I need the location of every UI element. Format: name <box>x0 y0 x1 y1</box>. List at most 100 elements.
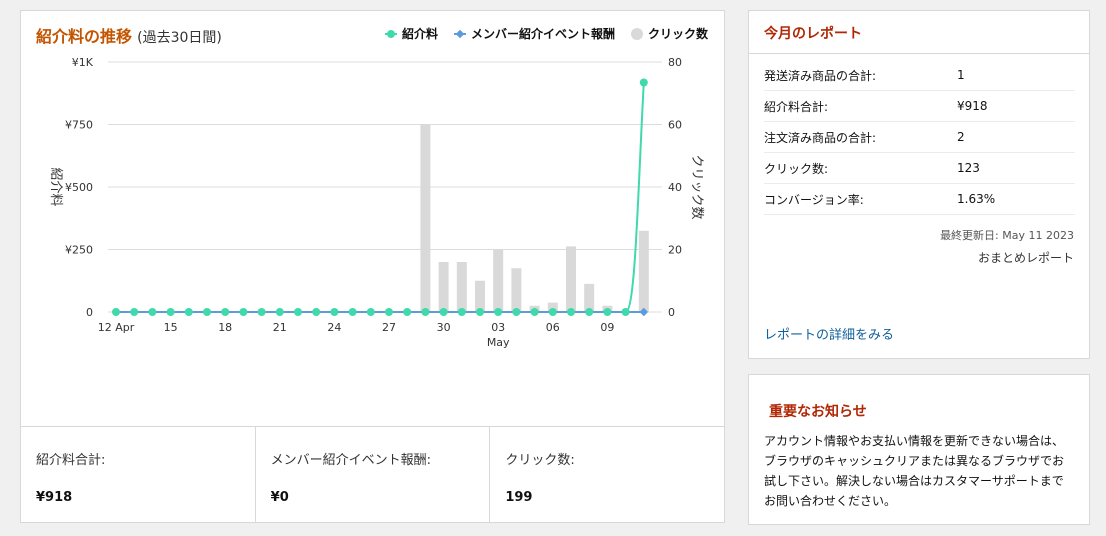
report-row-value: 2 <box>957 130 965 144</box>
y-left-tick-label: ¥750 <box>65 119 93 132</box>
member-event-point <box>639 307 649 317</box>
stat-fee-total: 紹介料合計: ¥918 <box>21 427 256 522</box>
fee-point <box>476 308 484 316</box>
report-row-value: 1 <box>957 68 965 82</box>
y-right-tick-label: 40 <box>668 181 682 194</box>
x-tick-label: 27 <box>382 321 396 334</box>
fee-point <box>439 308 448 316</box>
summary-report-link[interactable]: おまとめレポート <box>977 251 1074 265</box>
report-row: 紹介料合計: ¥918 <box>764 91 1075 122</box>
fee-point <box>312 308 321 316</box>
stat-label: 紹介料合計: <box>36 453 106 468</box>
fee-point <box>457 308 466 316</box>
report-row-label: 紹介料合計: <box>764 99 829 114</box>
stat-label: クリック数: <box>505 453 575 468</box>
y-left-tick-label: ¥1K <box>72 56 94 69</box>
fee-point <box>130 308 139 316</box>
legend-item-clicks[interactable]: クリック数 <box>630 25 708 42</box>
fee-point <box>494 308 503 316</box>
x-tick-label: 12 Apr <box>98 321 135 334</box>
x-tick-label: 21 <box>273 321 287 334</box>
fee-point <box>385 308 393 316</box>
legend-item-fee[interactable]: 紹介料 <box>384 25 438 42</box>
y-right-tick-label: 80 <box>668 56 682 69</box>
fee-point <box>275 308 284 316</box>
chart-plot: ¥1K 80 ¥750 60 ¥500 40 ¥250 20 0 0 紹介料 クリック数 12 Apr 1… <box>48 56 704 349</box>
x-tick-label: 06 <box>546 321 560 334</box>
click-bar <box>475 280 485 312</box>
notice-title: 重要なお知らせ <box>769 404 867 420</box>
report-row-label: クリック数: <box>764 161 829 176</box>
report-row: 発送済み商品の合計: 1 <box>764 60 1075 91</box>
report-row: コンバージョン率: 1.63% <box>764 184 1075 215</box>
fee-point <box>567 308 575 316</box>
referral-fee-chart-card: 紹介料の推移 (過去30日間) 紹介料 メンバー紹介イベント報酬 クリック数 ¥… <box>20 10 725 523</box>
last-updated: 最終更新日: May 11 2023 <box>940 229 1074 242</box>
line-dot-icon <box>384 29 397 39</box>
x-tick-label: 03 <box>491 321 505 334</box>
fee-point <box>403 308 412 316</box>
report-row: 注文済み商品の合計: 2 <box>764 122 1075 153</box>
click-bar <box>584 283 595 312</box>
click-bar <box>566 246 576 312</box>
x-tick-label: 30 <box>437 321 451 334</box>
legend-label: 紹介料 <box>401 27 438 41</box>
report-rows: 発送済み商品の合計: 1 紹介料合計: ¥918 注文済み商品の合計: 2 クリ… <box>749 54 1089 215</box>
stat-label: メンバー紹介イベント報酬: <box>270 453 432 468</box>
x-tick-label: 18 <box>218 321 232 334</box>
y-left-tick-label: ¥250 <box>65 244 93 257</box>
legend-label: メンバー紹介イベント報酬 <box>470 27 615 41</box>
report-row-label: コンバージョン率: <box>764 192 864 207</box>
stat-value: ¥0 <box>270 490 289 505</box>
report-details-link[interactable]: レポートの詳細をみる <box>764 328 895 343</box>
chart-title: 紹介料の推移 (過去30日間) <box>36 23 222 47</box>
fee-point <box>112 308 120 316</box>
y-left-tick-label: 0 <box>86 306 93 319</box>
fee-point <box>257 308 266 316</box>
fee-point <box>366 308 375 316</box>
report-row-label: 発送済み商品の合計: <box>764 68 877 83</box>
line-diamond-icon <box>453 29 466 39</box>
report-row-value: 123 <box>957 161 980 175</box>
stat-member-event: メンバー紹介イベント報酬: ¥0 <box>256 427 491 522</box>
x-tick-label: 24 <box>327 321 341 334</box>
fee-point <box>148 308 157 316</box>
click-bar <box>420 124 431 312</box>
report-row-value: 1.63% <box>957 192 996 206</box>
x-month-label: May <box>487 336 510 349</box>
stat-value: 199 <box>505 490 533 505</box>
legend-label: クリック数 <box>647 27 708 41</box>
stat-clicks: クリック数: 199 <box>490 427 724 522</box>
click-bar <box>547 302 558 312</box>
x-tick-label: 15 <box>164 321 178 334</box>
chart-legend: 紹介料 メンバー紹介イベント報酬 クリック数 <box>384 25 708 42</box>
fee-point <box>639 78 648 87</box>
chart-title-main: 紹介料の推移 <box>36 27 133 46</box>
x-tick-label: 09 <box>600 321 614 334</box>
stat-value: ¥918 <box>36 490 73 505</box>
fee-point <box>621 308 630 316</box>
fee-point <box>203 308 211 316</box>
important-notice-card: 重要なお知らせ アカウント情報やお支払い情報を更新できない場合は、ブラウザのキャ… <box>748 374 1090 525</box>
fee-point <box>421 308 430 316</box>
fee-point <box>585 308 594 316</box>
fee-point <box>221 308 230 316</box>
click-bar <box>438 262 449 312</box>
chart-stats-row: 紹介料合計: ¥918 メンバー紹介イベント報酬: ¥0 クリック数: 199 <box>21 426 724 522</box>
report-row-value: ¥918 <box>957 99 988 113</box>
click-bar <box>456 262 467 312</box>
y-right-tick-label: 60 <box>668 119 682 132</box>
fee-point <box>330 308 339 316</box>
fee-point <box>548 308 557 316</box>
click-bar <box>638 230 649 312</box>
fee-point <box>530 308 539 316</box>
y-right-axis-title: クリック数 <box>689 154 704 219</box>
fee-line <box>116 82 645 313</box>
click-bar <box>493 249 504 312</box>
report-row-label: 注文済み商品の合計: <box>764 130 877 145</box>
chart-title-subtitle: (過去30日間) <box>137 30 222 46</box>
legend-item-member-event[interactable]: メンバー紹介イベント報酬 <box>453 25 615 42</box>
fee-point <box>239 308 248 316</box>
fee-point <box>603 308 612 316</box>
fee-point <box>512 308 521 316</box>
